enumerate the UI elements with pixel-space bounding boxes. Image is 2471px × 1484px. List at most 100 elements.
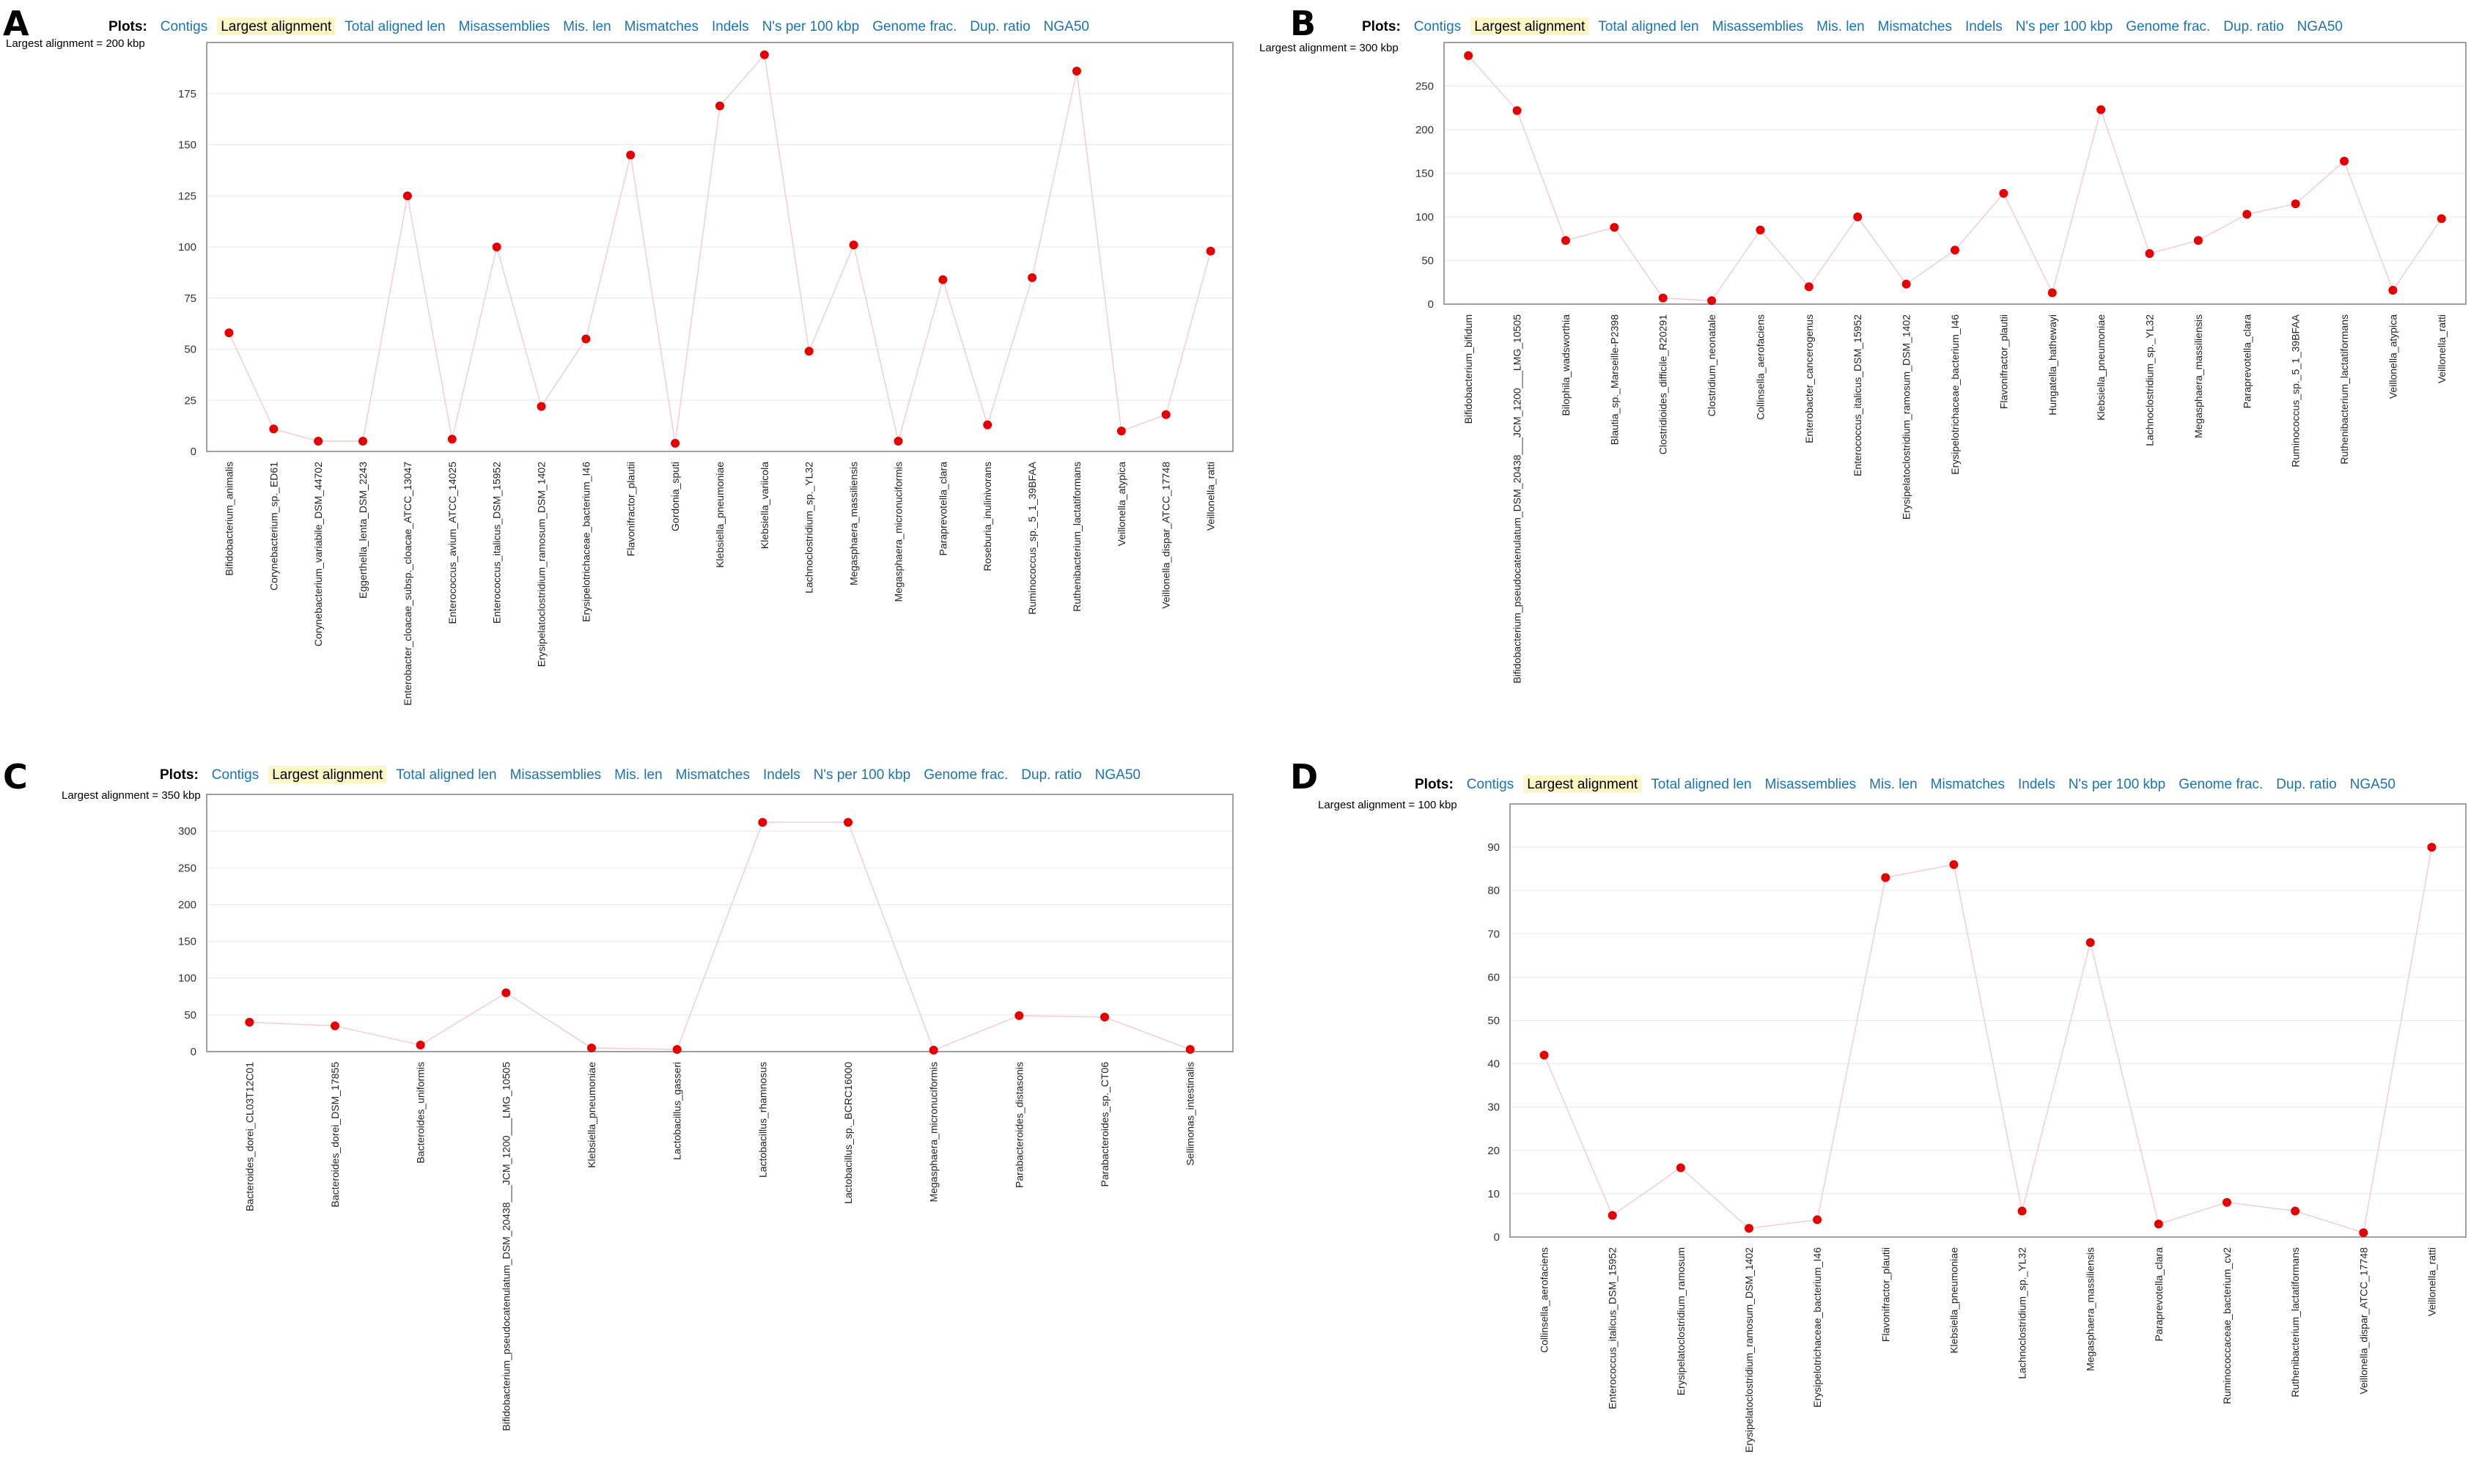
data-point[interactable] (894, 437, 903, 446)
data-point[interactable] (2154, 1219, 2163, 1229)
tab-genome-frac[interactable]: Genome frac. (2126, 19, 2210, 34)
tab-mis-len[interactable]: Mis. len (614, 767, 662, 783)
data-point[interactable] (1028, 273, 1037, 282)
data-point[interactable] (929, 1045, 938, 1055)
data-point[interactable] (1745, 1224, 1753, 1233)
data-point[interactable] (849, 240, 858, 250)
data-point[interactable] (671, 438, 680, 448)
data-point[interactable] (1676, 1163, 1685, 1173)
data-point[interactable] (587, 1043, 596, 1052)
data-point[interactable] (1610, 223, 1619, 232)
data-point[interactable] (2047, 288, 2057, 298)
data-point[interactable] (2359, 1228, 2368, 1238)
data-point[interactable] (715, 101, 724, 111)
data-point[interactable] (402, 191, 412, 201)
data-point[interactable] (2193, 236, 2203, 246)
data-point[interactable] (1072, 67, 1081, 76)
data-point[interactable] (2340, 156, 2349, 166)
data-point[interactable] (759, 50, 769, 59)
data-point[interactable] (314, 437, 323, 446)
tab-dup-ratio[interactable]: Dup. ratio (2276, 777, 2336, 792)
data-point[interactable] (1100, 1012, 1109, 1022)
data-point[interactable] (2388, 285, 2398, 295)
data-point[interactable] (672, 1044, 682, 1054)
data-point[interactable] (1116, 427, 1126, 436)
data-point[interactable] (245, 1017, 254, 1027)
tab-indels[interactable]: Indels (712, 19, 749, 34)
tab-mis-len[interactable]: Mis. len (1869, 777, 1917, 792)
tab-largest-alignment[interactable]: Largest alignment (221, 19, 332, 34)
data-point[interactable] (416, 1040, 425, 1049)
data-point[interactable] (2096, 105, 2106, 114)
data-point[interactable] (537, 402, 546, 411)
data-point[interactable] (1999, 188, 2008, 198)
tab-total-aligned-len[interactable]: Total aligned len (345, 19, 445, 34)
data-point[interactable] (1014, 1011, 1024, 1020)
tab-largest-alignment[interactable]: Largest alignment (1474, 19, 1586, 34)
tab-nga50[interactable]: NGA50 (2350, 777, 2395, 792)
tab-mismatches[interactable]: Mismatches (1931, 777, 2005, 792)
tab-total-aligned-len[interactable]: Total aligned len (1598, 19, 1698, 34)
data-point[interactable] (938, 275, 948, 284)
data-point[interactable] (1804, 282, 1813, 292)
tab-mismatches[interactable]: Mismatches (1878, 19, 1952, 34)
data-point[interactable] (1951, 246, 1959, 255)
tab-mis-len[interactable]: Mis. len (1816, 19, 1864, 34)
tab-n-s-per-100-kbp[interactable]: N's per 100 kbp (814, 767, 910, 783)
data-point[interactable] (2223, 1197, 2231, 1207)
data-point[interactable] (331, 1021, 339, 1030)
data-point[interactable] (1707, 296, 1717, 306)
tab-nga50[interactable]: NGA50 (2297, 19, 2343, 34)
data-point[interactable] (269, 424, 279, 434)
data-point[interactable] (2085, 938, 2095, 948)
tab-indels[interactable]: Indels (763, 767, 800, 783)
data-point[interactable] (2291, 199, 2300, 209)
tab-n-s-per-100-kbp[interactable]: N's per 100 kbp (2069, 777, 2165, 792)
data-point[interactable] (224, 328, 234, 338)
data-point[interactable] (1185, 1044, 1195, 1054)
data-point[interactable] (1539, 1050, 1549, 1060)
tab-dup-ratio[interactable]: Dup. ratio (970, 19, 1030, 34)
data-point[interactable] (2437, 214, 2446, 224)
tab-total-aligned-len[interactable]: Total aligned len (1651, 777, 1751, 792)
tab-contigs[interactable]: Contigs (1414, 19, 1461, 34)
tab-genome-frac[interactable]: Genome frac. (924, 767, 1008, 783)
tab-total-aligned-len[interactable]: Total aligned len (396, 767, 496, 783)
tab-misassemblies[interactable]: Misassemblies (459, 19, 550, 34)
data-point[interactable] (1206, 246, 1215, 256)
data-point[interactable] (501, 988, 511, 997)
tab-mismatches[interactable]: Mismatches (676, 767, 750, 783)
data-point[interactable] (1608, 1211, 1617, 1220)
data-point[interactable] (1161, 410, 1171, 419)
tab-n-s-per-100-kbp[interactable]: N's per 100 kbp (2016, 19, 2113, 34)
tab-contigs[interactable]: Contigs (212, 767, 259, 783)
tab-largest-alignment[interactable]: Largest alignment (272, 767, 383, 783)
data-point[interactable] (1464, 51, 1473, 60)
tab-genome-frac[interactable]: Genome frac. (2179, 777, 2263, 792)
data-point[interactable] (983, 420, 993, 429)
data-point[interactable] (1901, 279, 1911, 289)
data-point[interactable] (492, 243, 501, 251)
data-point[interactable] (447, 435, 457, 444)
tab-misassemblies[interactable]: Misassemblies (1765, 777, 1857, 792)
data-point[interactable] (1853, 213, 1863, 221)
tab-mis-len[interactable]: Mis. len (563, 19, 611, 34)
data-point[interactable] (1813, 1215, 1822, 1225)
data-point[interactable] (1756, 225, 1765, 235)
data-point[interactable] (2242, 210, 2252, 219)
tab-n-s-per-100-kbp[interactable]: N's per 100 kbp (762, 19, 859, 34)
tab-dup-ratio[interactable]: Dup. ratio (2223, 19, 2283, 34)
data-point[interactable] (804, 347, 814, 356)
data-point[interactable] (626, 150, 636, 160)
data-point[interactable] (844, 818, 852, 827)
tab-indels[interactable]: Indels (1965, 19, 2003, 34)
data-point[interactable] (2145, 248, 2154, 258)
data-point[interactable] (2017, 1206, 2027, 1216)
data-point[interactable] (1512, 106, 1522, 115)
tab-mismatches[interactable]: Mismatches (625, 19, 699, 34)
data-point[interactable] (358, 437, 368, 446)
tab-nga50[interactable]: NGA50 (1095, 767, 1141, 783)
data-point[interactable] (1949, 860, 1959, 869)
tab-largest-alignment[interactable]: Largest alignment (1527, 777, 1638, 792)
tab-nga50[interactable]: NGA50 (1044, 19, 1089, 34)
